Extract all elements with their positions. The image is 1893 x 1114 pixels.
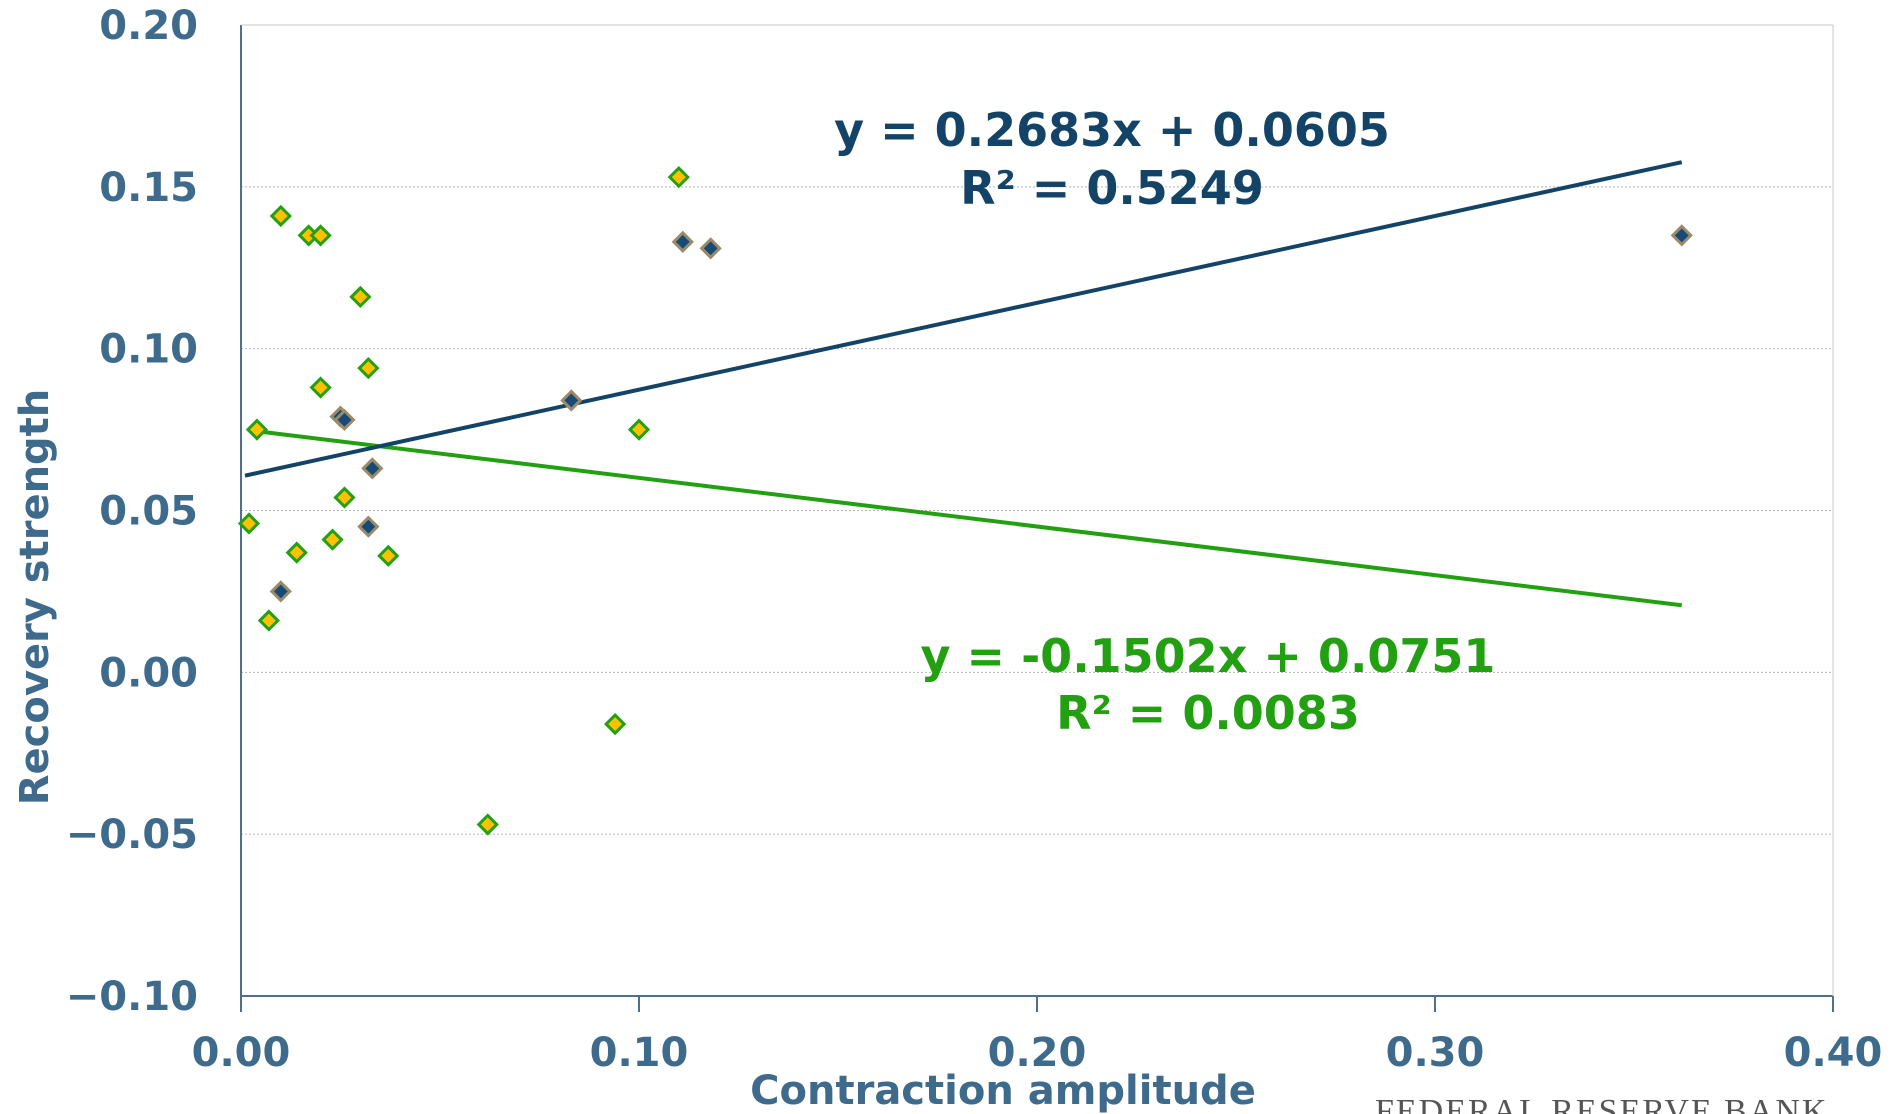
- x-axis-title: Contraction amplitude: [750, 1068, 1256, 1114]
- trend-r2-blue: R² = 0.5249: [960, 161, 1264, 215]
- y-tick-label: 0.05: [99, 489, 198, 535]
- data-point-series-1: [361, 457, 384, 480]
- data-point-series-0: [476, 813, 499, 836]
- data-point-series-1: [357, 515, 380, 538]
- data-point-series-0: [309, 376, 332, 399]
- data-point-series-0: [245, 418, 269, 441]
- data-point-series-0: [257, 609, 280, 632]
- trend-equation-green: y = -0.1502x + 0.0751: [921, 629, 1496, 683]
- data-point-series-0: [667, 166, 690, 189]
- data-point-series-0: [603, 712, 627, 736]
- data-point-series-0: [357, 356, 380, 380]
- trend-r2-green: R² = 0.0083: [1056, 686, 1360, 740]
- axes: [240, 24, 1834, 1012]
- x-tick-label: 0.40: [1784, 1030, 1883, 1076]
- data-point-series-1: [560, 389, 583, 412]
- data-point-series-0: [377, 544, 400, 567]
- data-point-series-1: [269, 580, 292, 603]
- data-points: [237, 166, 1693, 836]
- x-tick-labels: 0.00 0.10 0.20 0.30 0.40: [192, 1030, 1883, 1076]
- y-tick-label: 0.20: [99, 3, 198, 49]
- y-tick-label: 0.10: [99, 327, 198, 373]
- data-point-series-0: [309, 224, 332, 247]
- x-tick-label: 0.10: [590, 1030, 689, 1076]
- data-point-series-0: [349, 285, 372, 309]
- data-point-series-1: [671, 230, 694, 253]
- y-tick-label: 0.15: [99, 165, 198, 211]
- trendlines: [244, 160, 1683, 608]
- data-point-series-0: [237, 512, 261, 535]
- data-point-series-0: [269, 204, 292, 228]
- y-tick-label: −0.10: [66, 974, 198, 1020]
- data-point-series-1: [699, 237, 722, 260]
- data-point-series-0: [333, 486, 356, 509]
- trendline-series-1: [244, 160, 1683, 478]
- trend-equation-blue: y = 0.2683x + 0.0605: [834, 103, 1390, 157]
- trendline-series-0: [256, 429, 1683, 608]
- y-tick-label: 0.00: [99, 650, 198, 696]
- data-point-series-0: [285, 541, 308, 564]
- footer-text: FEDERAL RESERVE BANK: [1375, 1093, 1828, 1114]
- data-point-series-0: [627, 418, 651, 441]
- data-point-series-1: [1670, 224, 1693, 247]
- x-tick-label: 0.00: [192, 1030, 291, 1076]
- x-tick-label: 0.20: [988, 1030, 1087, 1076]
- y-tick-label: −0.05: [66, 812, 198, 858]
- y-axis-title: Recovery strength: [12, 389, 58, 806]
- y-tick-labels: −0.10 −0.05 0.00 0.05 0.10 0.15 0.20: [66, 3, 198, 1020]
- data-point-series-0: [321, 528, 344, 551]
- data-point-series-1: [333, 408, 356, 431]
- x-tick-label: 0.30: [1386, 1030, 1485, 1076]
